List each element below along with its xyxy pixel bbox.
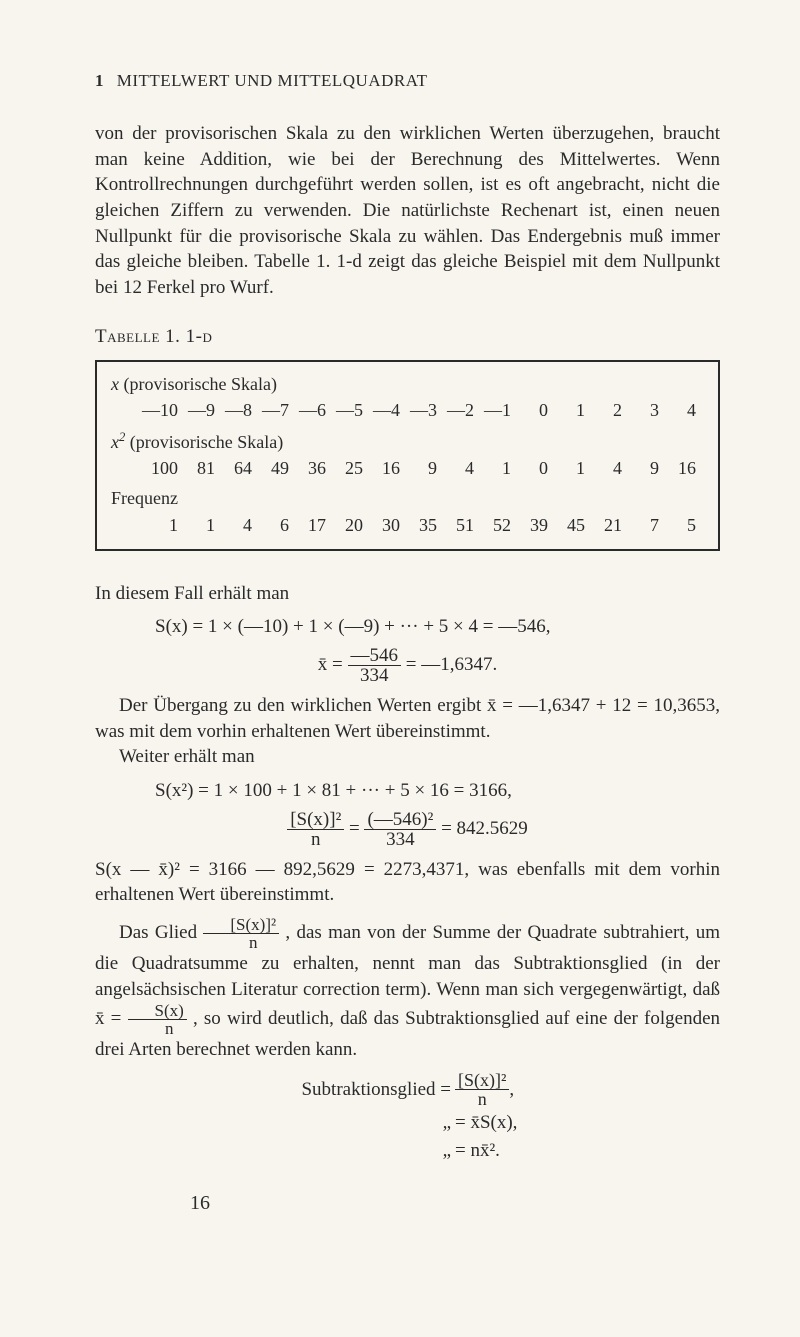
table-row3-label: Frequenz xyxy=(111,486,704,510)
chapter-num: 1 xyxy=(95,71,104,90)
chapter-heading: 1 MITTELWERT UND MITTELQUADRAT xyxy=(95,70,720,93)
mid-para-3: Weiter erhält man xyxy=(95,744,720,770)
table-row2-label: x2 (provisorische Skala) xyxy=(111,429,704,454)
mid-para-1: In diesem Fall erhält man xyxy=(95,581,720,607)
final-equations: Subtraktionsglied = [S(x)]²n , „ = x̄S(x… xyxy=(95,1071,720,1163)
mid-para-2: Der Übergang zu den wirklichen Werten er… xyxy=(95,693,720,744)
page-number: 16 xyxy=(190,1190,210,1217)
equation-sx: S(x) = 1 × (—10) + 1 × (—9) + ··· + 5 × … xyxy=(95,614,720,640)
table-row-x2: 100816449362516941014916 xyxy=(111,456,704,480)
table-caption: Tabelle 1. 1-d xyxy=(95,324,720,350)
mid-para-4: S(x — x̄)² = 3166 — 892,5629 = 2273,4371… xyxy=(95,857,720,908)
table-row-x: —10—9—8—7—6—5—4—3—2—101234 xyxy=(111,398,704,422)
mid-para-5: Das Glied [S(x)]²n , das man von der Sum… xyxy=(95,916,720,1063)
table-1-1-d: x (provisorische Skala) —10—9—8—7—6—5—4—… xyxy=(95,360,720,551)
paragraph-1: von der provisorischen Skala zu den wirk… xyxy=(95,121,720,300)
equation-sx2: S(x²) = 1 × 100 + 1 × 81 + ··· + 5 × 16 … xyxy=(95,778,720,804)
chapter-title: MITTELWERT UND MITTELQUADRAT xyxy=(117,71,428,90)
equation-sx2n: [S(x)]²n = (—546)²334 = 842.5629 xyxy=(95,810,720,849)
table-row-freq: 114617203035515239452175 xyxy=(111,513,704,537)
table-row1-label: x (provisorische Skala) xyxy=(111,372,704,396)
equation-xbar: x̄ = —546334 = —1,6347. xyxy=(95,646,720,685)
